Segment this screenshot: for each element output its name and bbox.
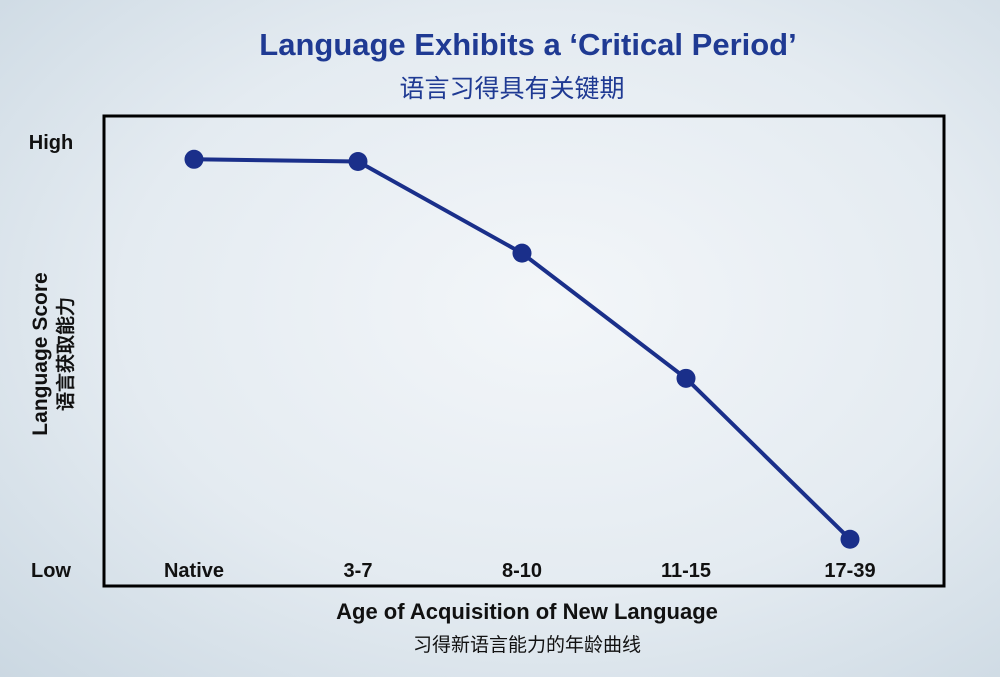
data-point [348,152,368,172]
x-tick-label: 8-10 [502,560,542,582]
x-tick-label: Native [164,560,224,582]
data-point [184,149,204,169]
plot-frame [102,114,946,588]
series-layer [184,149,860,549]
y-axis-label: Language Score [29,272,52,435]
y-axis-label-group: Language Score 语言获取能力 [29,272,77,435]
y-axis-label-cn: 语言获取能力 [54,297,77,411]
x-tick-labels: Native 3-7 8-10 11-15 17-39 [164,560,876,582]
y-tick-label-low: Low [31,560,71,582]
series-line [193,157,852,541]
x-tick-label: 17-39 [824,560,875,582]
data-point [840,529,860,549]
x-tick-label: 11-15 [661,560,711,582]
x-axis-label: Age of Acquisition of New Language [336,599,718,624]
chart-subtitle: 语言习得具有关键期 [399,74,624,103]
data-point [512,243,532,263]
y-tick-label-high: High [29,132,73,154]
x-tick-label: 3-7 [344,560,373,582]
x-axis-label-cn: 习得新语言能力的年龄曲线 [413,634,641,656]
data-point [676,368,696,388]
chart-title: Language Exhibits a ‘Critical Period’ [259,27,796,62]
